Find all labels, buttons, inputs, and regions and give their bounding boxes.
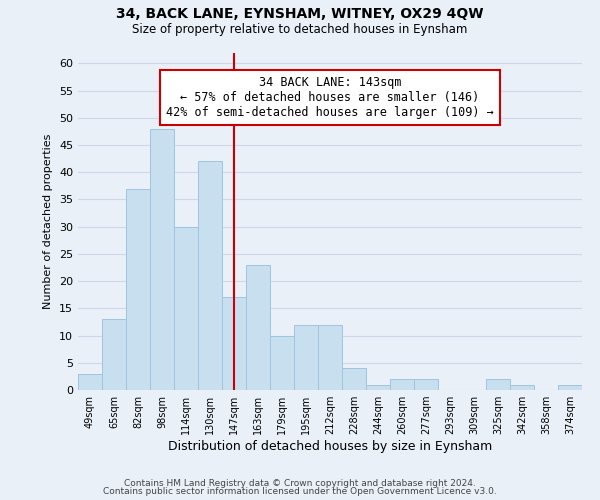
Bar	[342, 368, 366, 390]
Bar	[414, 379, 438, 390]
Bar	[246, 265, 270, 390]
Text: 34, BACK LANE, EYNSHAM, WITNEY, OX29 4QW: 34, BACK LANE, EYNSHAM, WITNEY, OX29 4QW	[116, 8, 484, 22]
Text: Contains public sector information licensed under the Open Government Licence v3: Contains public sector information licen…	[103, 487, 497, 496]
Bar	[174, 226, 198, 390]
Bar	[102, 319, 126, 390]
Bar	[270, 336, 294, 390]
Bar	[150, 128, 174, 390]
Text: Contains HM Land Registry data © Crown copyright and database right 2024.: Contains HM Land Registry data © Crown c…	[124, 478, 476, 488]
Bar	[366, 384, 390, 390]
Text: 34 BACK LANE: 143sqm
← 57% of detached houses are smaller (146)
42% of semi-deta: 34 BACK LANE: 143sqm ← 57% of detached h…	[166, 76, 494, 119]
Bar	[126, 188, 150, 390]
Bar	[558, 384, 582, 390]
Y-axis label: Number of detached properties: Number of detached properties	[43, 134, 53, 309]
Bar	[318, 324, 342, 390]
X-axis label: Distribution of detached houses by size in Eynsham: Distribution of detached houses by size …	[168, 440, 492, 453]
Bar	[294, 324, 318, 390]
Text: Size of property relative to detached houses in Eynsham: Size of property relative to detached ho…	[133, 22, 467, 36]
Bar	[390, 379, 414, 390]
Bar	[510, 384, 534, 390]
Bar	[198, 162, 222, 390]
Bar	[486, 379, 510, 390]
Bar	[78, 374, 102, 390]
Bar	[222, 298, 246, 390]
